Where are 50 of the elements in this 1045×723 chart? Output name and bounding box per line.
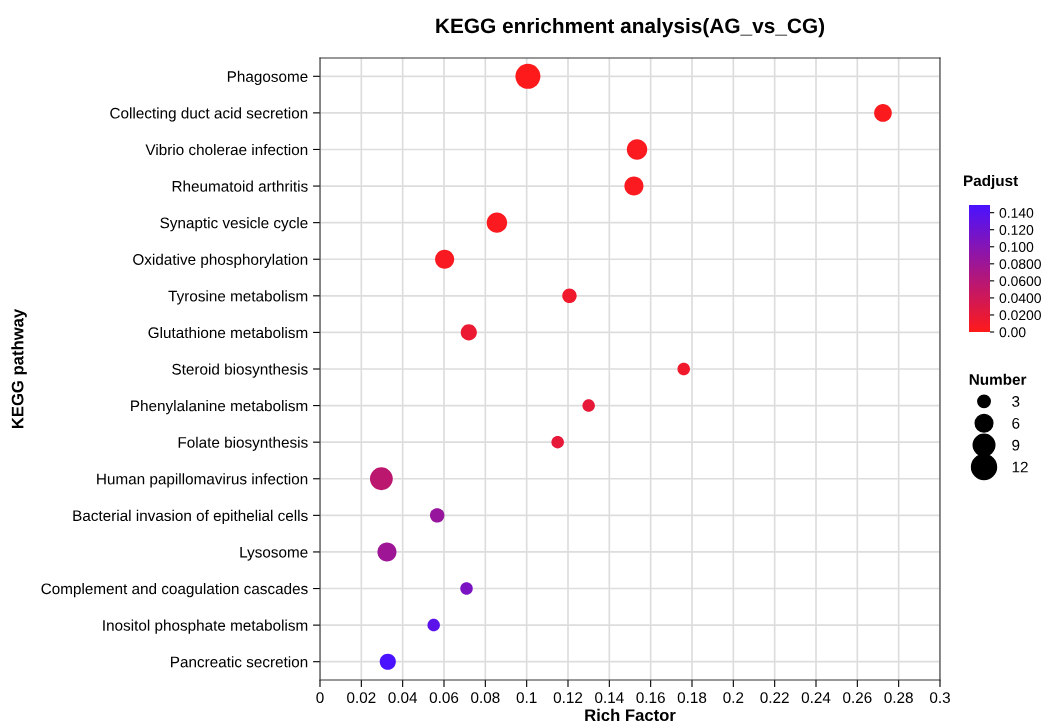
x-tick-label: 0.24 [801,692,831,704]
y-tick-label: Phagosome [227,70,308,85]
x-tick-label: 0.26 [843,692,872,704]
y-tick-label: Synaptic vesicle cycle [160,217,308,232]
y-tick-label: Bacterial invasion of epithelial cells [73,509,308,525]
x-axis-title: Rich Factor [585,708,676,722]
y-tick-label: Tyrosine metabolism [168,290,308,305]
y-tick-label: Vibrio cholerae infection [145,143,308,156]
x-tick-label: 0.02 [347,692,376,704]
color-bar-label: 0.0600 [999,276,1041,287]
x-tick-label: 0.08 [471,692,500,704]
y-tick-label: Folate biosynthesis [178,436,308,451]
legend-label: 12 [1012,461,1028,473]
legend-label: 3 [1012,396,1020,407]
x-tick-label: 0.12 [553,692,583,704]
legend-title: Number [969,373,1027,385]
legend-label: 6 [1012,417,1020,429]
x-tick-label: 0.06 [429,692,459,704]
x-tick-label: 0.04 [388,692,418,704]
y-tick-label: Pancreatic secretion [171,656,308,668]
x-tick-label: 0.28 [884,692,913,704]
y-tick-label: Oxidative phosphorylation [133,253,308,268]
x-tick-label: 0 [316,692,324,704]
color-bar-label: 0.00 [999,327,1026,338]
color-bar-label: 0.120 [999,225,1034,235]
color-bar-label: 0.0200 [999,310,1041,321]
y-tick-label: Glutathione metabolism [148,326,308,339]
color-bar-label: 0.140 [999,208,1034,218]
y-axis-title: KEGG pathway [11,308,27,429]
y-tick-label: Human papillomavirus infection [97,473,308,488]
x-tick-label: 0.14 [595,692,624,704]
x-tick-label: 0.3 [929,692,950,704]
x-tick-label: 0.18 [677,692,707,704]
color-bar-label: 0.0800 [999,259,1041,269]
y-tick-label: Rheumatoid arthritis [172,180,308,192]
y-tick-label: Steroid biosynthesis [172,363,308,378]
color-bar-title: Padjust [964,174,1018,190]
y-tick-label: Phenylalanine metabolism [131,400,308,415]
color-bar-label: 0.100 [999,242,1034,252]
y-tick-label: Lysosome [240,546,308,561]
y-tick-label: Collecting duct acid secretion [110,107,308,122]
x-tick-label: 0.22 [760,692,789,704]
color-bar-label: 0.0400 [999,293,1041,304]
x-tick-label: 0.2 [723,692,744,704]
legend-label: 9 [1012,439,1020,451]
y-tick-label: Inositol phosphate metabolism [103,619,308,634]
x-tick-label: 0.16 [636,692,665,704]
x-tick-label: 0.1 [516,692,537,704]
y-tick-label: Complement and coagulation cascades [41,582,308,598]
chart-title: KEGG enrichment analysis(AG_vs_CG) [436,17,825,38]
